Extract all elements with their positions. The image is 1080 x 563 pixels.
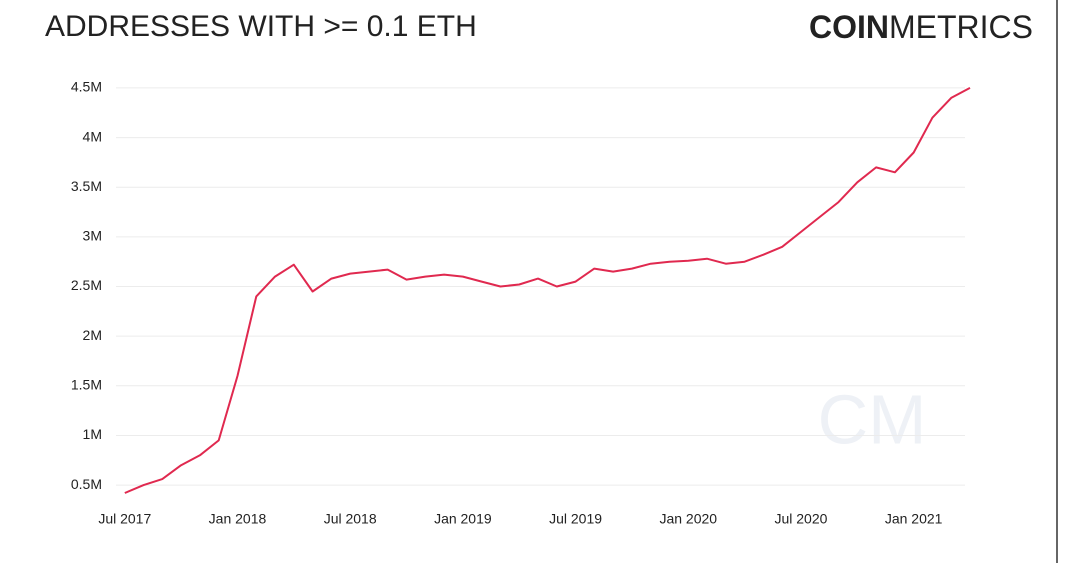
chart-title: ADDRESSES WITH >= 0.1 ETH <box>45 10 477 43</box>
brand-light: METRICS <box>889 9 1033 45</box>
y-tick-label: 0.5M <box>71 476 102 492</box>
x-tick-label: Jul 2019 <box>549 511 602 527</box>
data-line <box>124 87 971 494</box>
y-tick-label: 3.5M <box>71 178 102 194</box>
y-tick-label: 3M <box>83 228 102 244</box>
x-tick-label: Jul 2018 <box>324 511 377 527</box>
y-tick-label: 2M <box>83 327 102 343</box>
x-tick-label: Jul 2020 <box>774 511 827 527</box>
brand-logo: COINMETRICS <box>809 9 1033 45</box>
y-tick-label: 1M <box>83 426 102 442</box>
y-tick-label: 1.5M <box>71 377 102 393</box>
x-tick-label: Jan 2020 <box>659 511 717 527</box>
y-tick-label: 4M <box>83 128 102 144</box>
watermark: CM <box>818 380 927 458</box>
x-tick-label: Jan 2018 <box>209 511 267 527</box>
y-tick-label: 4.5M <box>71 79 102 95</box>
x-tick-label: Jan 2021 <box>885 511 943 527</box>
brand-bold: COIN <box>809 9 889 45</box>
y-tick-label: 2.5M <box>71 277 102 293</box>
x-tick-label: Jan 2019 <box>434 511 492 527</box>
x-tick-label: Jul 2017 <box>98 511 151 527</box>
